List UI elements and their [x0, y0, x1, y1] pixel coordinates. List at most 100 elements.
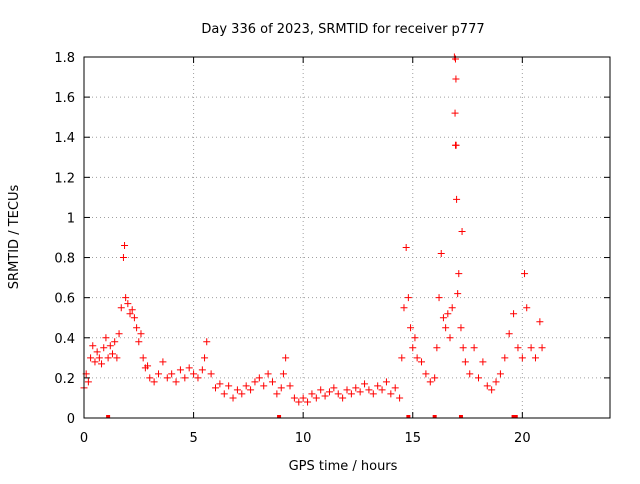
- data-point: [514, 344, 522, 352]
- data-point: [391, 384, 399, 392]
- data-point: [505, 330, 513, 338]
- data-point: [198, 366, 206, 374]
- data-point: [220, 390, 228, 398]
- data-point: [168, 370, 176, 378]
- data-point: [212, 384, 219, 392]
- data-point: [155, 370, 163, 378]
- data-point: [100, 344, 108, 352]
- data-point: [113, 354, 121, 362]
- data-point: [286, 382, 294, 390]
- data-point: [312, 394, 320, 402]
- data-point: [133, 324, 141, 332]
- data-point: [531, 354, 539, 362]
- data-point: [325, 388, 333, 396]
- data-point: [433, 344, 441, 352]
- data-point: [510, 310, 518, 318]
- data-point: [159, 358, 167, 366]
- data-point: [308, 390, 316, 398]
- data-point: [418, 358, 426, 366]
- data-point: [172, 378, 180, 386]
- data-point: [374, 382, 382, 390]
- outlier-point: [452, 141, 460, 149]
- data-point: [369, 390, 377, 398]
- data-point: [124, 300, 132, 308]
- data-point: [299, 394, 307, 402]
- data-point: [255, 374, 263, 382]
- y-tick-label: 1.8: [54, 51, 75, 66]
- tick-labels: 0 5 10 15 20 0 0.2 0.4 0.6 0.8 1 1.2 1.4 1.6 1.8: [54, 51, 530, 446]
- y-tick-label: 1.4: [54, 131, 75, 146]
- x-tick-label: 20: [514, 431, 531, 446]
- y-tick-label: 0.2: [54, 372, 75, 387]
- data-point: [334, 390, 342, 398]
- data-points: [80, 53, 546, 418]
- data-point: [238, 390, 246, 398]
- data-point: [536, 318, 544, 326]
- data-point: [225, 382, 233, 390]
- data-point: [496, 370, 504, 378]
- data-point: [426, 378, 434, 386]
- data-point: [347, 390, 355, 398]
- data-point: [137, 330, 145, 338]
- data-point: [444, 310, 452, 318]
- data-point: [87, 354, 95, 362]
- data-point: [264, 370, 272, 378]
- data-point: [111, 338, 119, 346]
- data-point: [207, 370, 215, 378]
- data-point: [106, 342, 114, 350]
- data-point: [398, 354, 406, 362]
- data-point: [104, 354, 112, 362]
- data-point: [146, 374, 154, 382]
- data-point: [439, 314, 447, 322]
- data-point: [181, 374, 189, 382]
- data-point: [135, 338, 143, 346]
- data-point: [93, 348, 101, 356]
- outlier-point: [451, 109, 459, 117]
- data-point: [422, 370, 430, 378]
- data-point: [382, 378, 390, 386]
- zero-marker: [458, 415, 463, 418]
- data-point: [475, 374, 482, 382]
- data-point: [492, 378, 500, 386]
- data-point: [128, 306, 136, 314]
- data-point: [454, 290, 462, 298]
- zero-marker: [406, 415, 411, 418]
- y-tick-label: 0: [67, 412, 75, 427]
- data-point: [201, 354, 209, 362]
- y-tick-label: 0.6: [54, 292, 75, 307]
- data-point: [413, 354, 421, 362]
- data-point: [521, 270, 529, 278]
- data-point: [233, 386, 241, 394]
- data-point: [268, 378, 276, 386]
- data-point: [407, 324, 415, 332]
- data-point: [150, 378, 158, 386]
- y-tick-label: 1: [67, 211, 75, 226]
- data-point: [321, 392, 329, 400]
- data-point: [130, 314, 138, 322]
- data-point: [247, 386, 255, 394]
- data-point: [459, 344, 467, 352]
- data-point: [411, 334, 419, 342]
- data-point: [343, 386, 351, 394]
- data-point: [538, 344, 546, 352]
- data-point: [216, 380, 224, 388]
- data-point: [479, 358, 487, 366]
- x-tick-label: 0: [80, 431, 88, 446]
- zero-marker: [432, 415, 437, 418]
- data-point: [317, 386, 325, 394]
- data-point: [176, 366, 184, 374]
- data-point: [483, 382, 491, 390]
- data-point: [453, 195, 461, 203]
- data-point: [273, 390, 281, 398]
- data-point: [402, 244, 410, 252]
- data-point: [102, 334, 110, 342]
- axis-ticks: [83, 56, 610, 419]
- chart-title: Day 336 of 2023, SRMTID for receiver p77…: [201, 22, 484, 37]
- data-point: [163, 374, 171, 382]
- data-point: [295, 398, 303, 406]
- data-point: [404, 294, 412, 302]
- data-point: [339, 394, 347, 402]
- zero-marker: [106, 415, 111, 418]
- data-point: [108, 350, 116, 358]
